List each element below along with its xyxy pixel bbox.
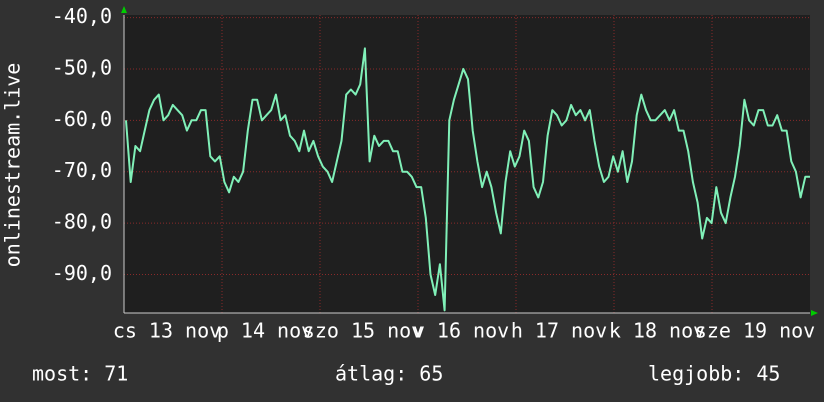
- plot: -40,0 -50,0 -60,0 -70,0 -80,0 -90,0 cs 13 novp…: [52, 4, 815, 342]
- plot-area: [124, 15, 810, 313]
- axis-arrow: [811, 310, 818, 316]
- y-tick-label: -80,0: [52, 210, 112, 234]
- x-tick-label: k 18 nov: [609, 319, 705, 343]
- y-axis-label: onlinestream.live: [1, 63, 25, 268]
- x-tick-label: h 17 nov: [511, 319, 607, 343]
- x-tick-label: szo 15 nov: [303, 319, 423, 343]
- y-tick-label: -50,0: [52, 55, 112, 79]
- footer-stat: legjobb: 45: [648, 362, 780, 386]
- data-line: [125, 47, 810, 312]
- y-tick-label: -40,0: [52, 4, 112, 28]
- footer-stat: most: 71: [32, 362, 128, 386]
- y-tick-label: -90,0: [52, 261, 112, 285]
- footer-stat: átlag: 65: [335, 362, 443, 386]
- y-tick-label: -60,0: [52, 107, 112, 131]
- axis-arrow: [121, 6, 127, 13]
- x-tick-label: v 16 nov: [413, 319, 509, 343]
- x-tick-label: p 14 nov: [217, 319, 313, 343]
- x-tick-label: sze 19 nov: [695, 319, 815, 343]
- x-tick-label: cs 13 nov: [113, 319, 221, 343]
- y-tick-label: -70,0: [52, 158, 112, 182]
